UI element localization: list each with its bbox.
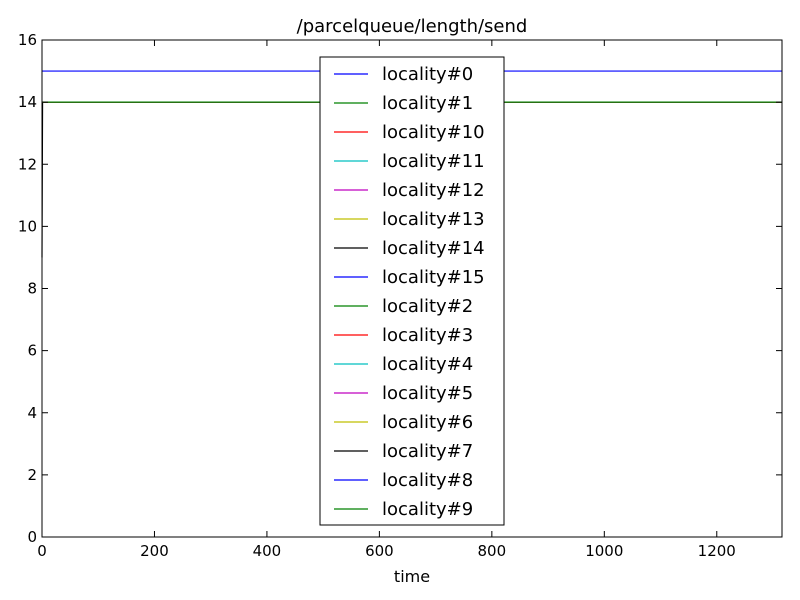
legend-label: locality#0 [382,64,473,85]
y-tick-label: 4 [27,404,37,422]
y-tick-label: 6 [27,342,37,360]
x-axis-label: time [394,567,430,586]
y-tick-label: 0 [27,528,37,546]
legend-label: locality#4 [382,354,473,375]
legend-label: locality#2 [382,296,473,317]
y-tick-label: 14 [18,93,37,111]
y-tick-label: 2 [27,466,37,484]
x-axis: 0 200 400 600 800 1000 1200 [37,40,736,560]
y-tick-label: 10 [18,217,37,235]
y-tick-label: 8 [27,280,37,298]
legend-label: locality#11 [382,151,485,172]
x-tick-label: 1000 [585,542,623,560]
legend-box [319,56,505,526]
legend-label: locality#14 [382,238,485,259]
legend-label: locality#1 [382,93,473,114]
legend-label: locality#5 [382,383,473,404]
y-tick-label: 12 [18,155,37,173]
x-tick-label: 400 [253,542,282,560]
legend-label: locality#8 [382,470,473,491]
x-tick-label: 0 [37,542,47,560]
legend-label: locality#3 [382,325,473,346]
y-tick-label: 16 [18,31,37,49]
x-tick-label: 1200 [698,542,736,560]
y-axis: 0 2 4 6 8 10 12 14 16 [18,31,782,546]
legend-label: locality#6 [382,412,473,433]
legend-label: locality#13 [382,209,485,230]
x-tick-label: 800 [478,542,507,560]
x-tick-label: 600 [365,542,394,560]
legend-label: locality#10 [382,122,485,143]
chart-title: /parcelqueue/length/send [297,16,528,37]
x-tick-label: 200 [140,542,169,560]
legend-label: locality#15 [382,267,485,288]
legend-label: locality#12 [382,180,485,201]
legend-label: locality#9 [382,499,473,520]
legend: locality#0 locality#1 locality#10 locality#… [319,56,505,526]
legend-label: locality#7 [382,441,473,462]
